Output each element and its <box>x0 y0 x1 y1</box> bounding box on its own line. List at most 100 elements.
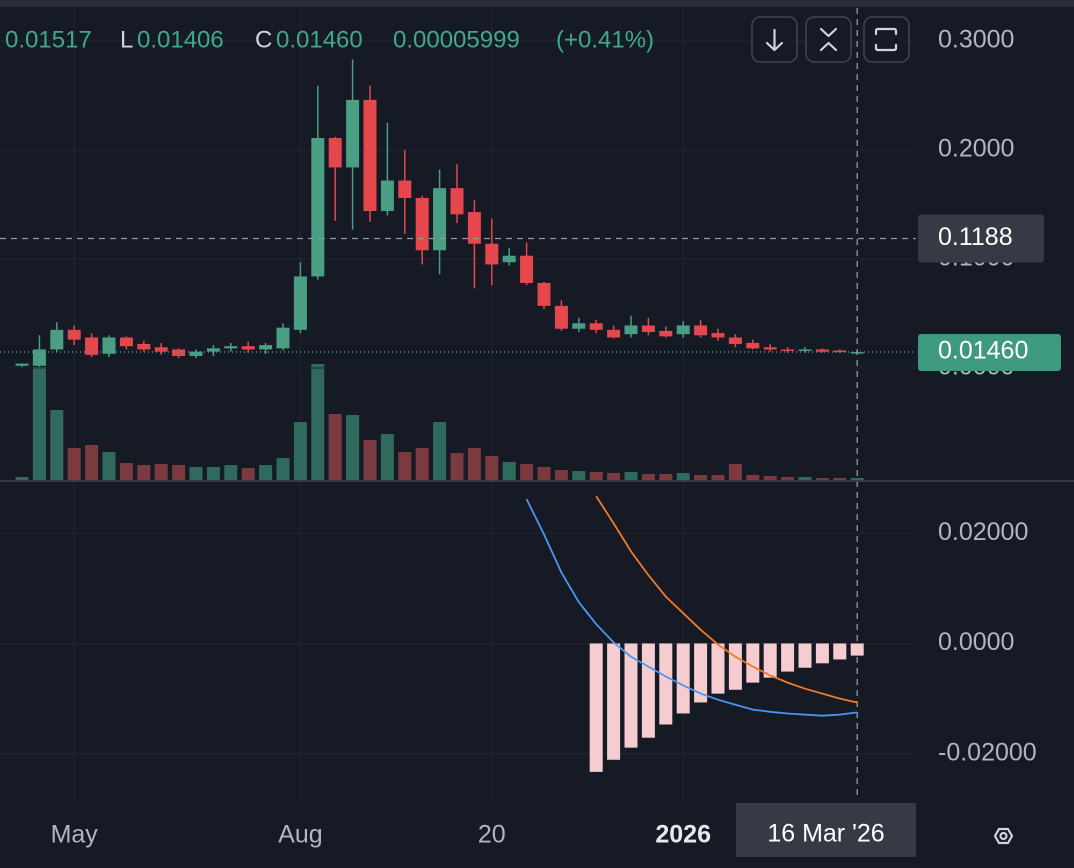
volume-bar <box>32 367 46 480</box>
candle-body <box>380 180 394 212</box>
volume-bar <box>676 473 690 480</box>
volume-bar <box>137 465 151 480</box>
volume-bar <box>450 453 464 480</box>
y-tick-label: 0.2000 <box>938 135 1014 163</box>
candle-body <box>137 343 151 350</box>
candle-body <box>346 99 360 168</box>
candle-body <box>206 348 220 352</box>
close-label: C <box>255 26 272 53</box>
candle-body <box>798 349 812 351</box>
volume-bar <box>659 474 673 480</box>
candle-body <box>694 325 708 336</box>
candle-body <box>32 349 46 366</box>
volume-bar <box>85 445 99 480</box>
candle-body <box>172 349 186 356</box>
settings-icon[interactable] <box>993 827 1014 845</box>
volume-bar <box>119 463 133 480</box>
candle-body <box>154 347 168 352</box>
candle-body <box>415 197 429 251</box>
header: 0.01517 L 0.01406 C 0.01460 0.00005999 (… <box>5 26 654 53</box>
volume-bar <box>398 452 412 480</box>
candle-body <box>641 325 655 333</box>
volume-bar <box>206 467 220 480</box>
low-value: 0.01406 <box>137 26 224 53</box>
volume-bar <box>711 475 725 480</box>
volume-bar <box>15 477 29 480</box>
histogram-bar <box>815 643 829 664</box>
candle-body <box>224 346 238 349</box>
histogram-bar <box>624 643 638 748</box>
histogram-bar <box>641 643 655 738</box>
volume-bar <box>259 465 273 480</box>
button-frame[interactable] <box>805 16 852 63</box>
candle-body <box>467 212 481 244</box>
volume-bar <box>607 473 621 480</box>
volume-bar <box>798 477 812 480</box>
volume-bar <box>694 475 708 480</box>
candle-body <box>85 337 99 355</box>
candle-body <box>363 99 377 212</box>
volume-bar <box>641 474 655 480</box>
price-labels: 0.1188 0.01460 16 Mar '26 <box>736 214 1061 857</box>
settings-button[interactable] <box>993 827 1014 845</box>
volume-bar <box>537 467 551 480</box>
volume-bar <box>293 422 307 480</box>
change-percent: (+0.41%) <box>556 26 654 53</box>
last-price-label: 0.01460 <box>938 337 1028 365</box>
scroll-down-button[interactable] <box>751 16 798 63</box>
collapse-button[interactable] <box>805 16 852 63</box>
volume-bar <box>520 464 534 480</box>
volume-bar <box>850 478 864 480</box>
close-value: 0.01460 <box>276 26 363 53</box>
histogram-bar <box>589 643 603 772</box>
volume-bar <box>224 465 238 480</box>
candle-body <box>711 333 725 338</box>
indicator-line <box>595 495 858 704</box>
candle-body <box>189 351 203 356</box>
histogram-bar <box>763 643 777 678</box>
volume-bar <box>763 476 777 480</box>
candle-body <box>554 305 568 329</box>
candle-body <box>746 342 760 349</box>
indicator-line <box>525 498 858 717</box>
volume-bar <box>102 452 116 480</box>
volume-bar <box>67 448 81 480</box>
candle-body <box>833 350 847 353</box>
arrow-down-icon <box>765 28 784 52</box>
candle-body <box>572 323 586 329</box>
y-tick-label: -0.02000 <box>938 738 1037 766</box>
candle-body <box>276 327 290 349</box>
candle-body <box>398 180 412 198</box>
fullscreen-button[interactable] <box>863 16 910 63</box>
candle-body <box>50 329 64 350</box>
crosshair-date-label: 16 Mar '26 <box>767 820 884 848</box>
volume-bar <box>50 410 64 480</box>
volume-bar <box>728 464 742 480</box>
volume-bar <box>554 470 568 480</box>
collapse-icon <box>819 27 838 52</box>
volume-bar <box>781 477 795 480</box>
volume-bar <box>815 478 829 480</box>
candle-body <box>433 188 447 251</box>
candle-body <box>537 282 551 306</box>
histogram-bar <box>781 643 795 672</box>
candle-body <box>676 325 690 335</box>
change-value: 0.00005999 <box>393 26 520 53</box>
top-strip <box>0 0 1074 7</box>
volume-bar <box>485 456 499 480</box>
histogram-bar <box>676 643 690 714</box>
volume-bar <box>276 458 290 480</box>
candle-body <box>67 329 81 340</box>
settings-icon-center <box>999 831 1008 841</box>
last-price-box <box>918 334 1061 372</box>
button-frame[interactable] <box>863 16 910 63</box>
histogram-bar <box>850 643 864 656</box>
crosshair-price-box <box>918 214 1044 263</box>
candle-body <box>15 363 29 366</box>
histogram-bar <box>746 643 760 683</box>
candle-body <box>241 346 255 350</box>
volume-bar <box>624 472 638 480</box>
candle-body <box>102 337 116 354</box>
